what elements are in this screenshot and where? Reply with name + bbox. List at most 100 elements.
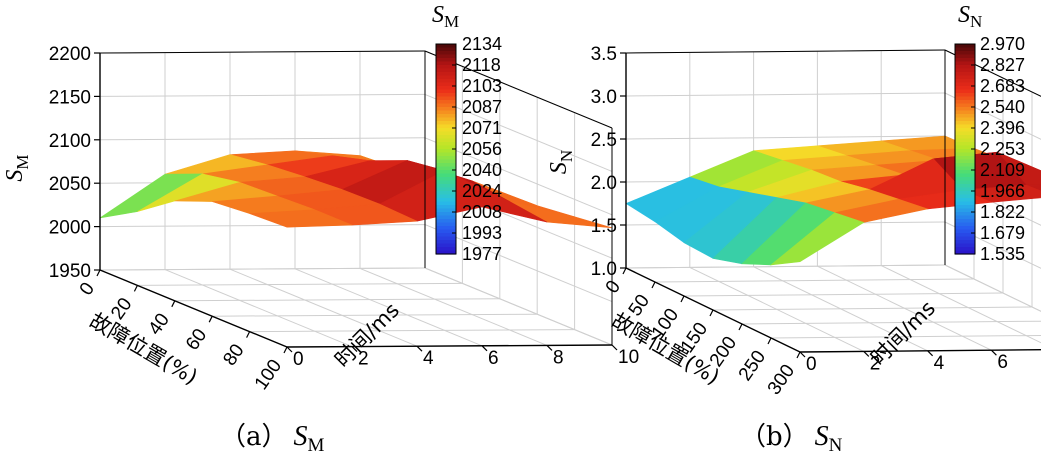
panel-a-colorbar-segment [436, 194, 456, 199]
panel-a-colorbar-segment [436, 187, 456, 192]
panel-a-colorbar-segment [436, 54, 456, 59]
panel-b-x-tick [680, 295, 685, 303]
panel-b-colorbar-segment [955, 233, 975, 238]
panel-a-y-tick [546, 344, 553, 351]
panel-b-colorbar-segment [955, 117, 975, 122]
panel-a-gridline [164, 269, 353, 348]
panel-a-z-tick-label: 1950 [49, 261, 91, 282]
panel-a-colorbar-segment [436, 124, 456, 129]
panel-a-colorbar-segment [436, 191, 456, 196]
panel-b-colorbar: 2.9702.8272.6832.5402.3962.2532.1091.966… [954, 34, 1025, 264]
panel-b-colorbar-segment [955, 61, 975, 66]
panel-b-colorbar-segment [955, 149, 975, 154]
panel-b-x-tick-label: 300 [764, 361, 799, 399]
panel-a-back-edge [99, 50, 426, 54]
panel-a-colorbar-segment [436, 173, 456, 178]
panel-a-colorbar-segment [436, 229, 456, 234]
panel-a-gridline [99, 93, 426, 97]
panel-a-colorbar-segment [436, 177, 456, 182]
panel-a-colorbar-segment [436, 135, 456, 140]
panel-b-colorbar-segment [955, 250, 975, 255]
panel-b-colorbar-segment [955, 86, 975, 91]
panel-a-colorbar-segment [436, 47, 456, 52]
panel-b-z-tick-label: 1.5 [591, 216, 617, 237]
panel-b-colorbar-segment [955, 240, 975, 245]
panel-b-gridline [753, 266, 928, 352]
panel-a-y-tick [351, 346, 358, 353]
panel-a-x-tick [133, 285, 138, 292]
panel-a-y-tick-label: 8 [553, 347, 564, 368]
panel-a-colorbar-segment [436, 222, 456, 227]
panel-a-colorbar-segment [436, 128, 456, 133]
panel-b-colorbar-segment [955, 47, 975, 52]
panel-a-colorbar-segment [436, 103, 456, 108]
panel-a-colorbar-segment [436, 110, 456, 115]
panel-a-z-tick-label: 2100 [49, 131, 91, 152]
panel-a-colorbar-segment [436, 75, 456, 80]
panel-b-colorbar-segment [955, 93, 975, 98]
panel-a-colorbar-segment [436, 236, 456, 241]
panel-b-colorbar-segment [955, 201, 975, 206]
panel-a-y-tick-label: 0 [293, 349, 304, 370]
panel-b-colorbar-segment [955, 229, 975, 234]
panel-b-colorbar-tick-label: 2.109 [980, 160, 1025, 180]
panel-b-z-tick-label: 3.5 [591, 44, 617, 65]
panel-a-colorbar-segment [436, 226, 456, 231]
panel-b-colorbar-segment [955, 121, 975, 126]
panel-b-y-tick-label: 2 [870, 353, 881, 374]
panel-b-colorbar-segment [955, 187, 975, 192]
panel-a-colorbar-segment [436, 131, 456, 136]
panel-a-colorbar-segment [436, 65, 456, 70]
panel-a-z-tick-label: 2200 [49, 44, 91, 65]
panel-b-colorbar-tick-label: 2.683 [980, 76, 1025, 96]
panel-b-colorbar-tick-label: 1.822 [980, 202, 1025, 222]
panel-a-colorbar-tick-label: 1993 [462, 223, 502, 243]
panel-b-colorbar-segment [955, 177, 975, 182]
panel-a-colorbar-segment [436, 58, 456, 63]
panel-a-colorbar-segment [436, 159, 456, 164]
panel-b-y-axis-line [799, 349, 1041, 353]
panel-a-colorbar-tick-label: 2103 [462, 76, 502, 96]
panel-a-colorbar-segment [436, 170, 456, 175]
panel-a-z-tick-label: 2150 [49, 87, 91, 108]
panel-b-colorbar-segment [955, 243, 975, 248]
panel-b-colorbar-segment [955, 236, 975, 241]
panel-a-gridline [212, 313, 538, 317]
panel-a-colorbar-segment [436, 240, 456, 245]
panel-a-x-tick [208, 315, 213, 323]
panel-b-colorbar-segment [955, 191, 975, 196]
panel-a-colorbar-tick-label: 2024 [462, 181, 502, 201]
panel-a-z-tick-label: 2000 [49, 218, 91, 239]
panel-a-z-axis-label: SM [2, 154, 32, 181]
panel-a-y-tick-label: 6 [488, 348, 499, 369]
panel-b-colorbar-tick-label: 2.396 [980, 118, 1025, 138]
panel-b-x-tick [767, 337, 772, 345]
panel-b-back-edge [625, 49, 946, 54]
panel-b-surface [625, 135, 1041, 266]
panel-a-gridline [99, 224, 426, 228]
panel-b-caption: （b） SN [740, 421, 843, 456]
panel-a-colorbar-segment [436, 68, 456, 73]
panel-b-x-tick-label: 250 [735, 347, 770, 385]
panel-a-gridline [99, 137, 426, 141]
panel-a-x-tick [96, 269, 101, 277]
panel-a-colorbar-segment [436, 219, 456, 224]
panel-b-colorbar-segment [955, 156, 975, 161]
panel-a-colorbar-segment [436, 121, 456, 126]
panel-b-z-tick-label: 2.0 [591, 173, 617, 194]
panel-b-y-tick [799, 351, 806, 358]
panel-a-colorbar-segment [436, 86, 456, 91]
panel-a-colorbar-segment [436, 156, 456, 161]
panel-a-y-tick-label: 10 [618, 347, 639, 368]
panel-b-x-tick [709, 309, 714, 317]
panel-a-colorbar-segment [436, 44, 456, 49]
panel-b-colorbar-segment [955, 173, 975, 178]
panel-b-colorbar-segment [955, 65, 975, 70]
panel-a-y-tick-label: 2 [358, 349, 369, 370]
panel-a-colorbar-title: SM [432, 2, 459, 31]
panel-a-colorbar-segment [436, 93, 456, 98]
panel-b-colorbar-segment [955, 212, 975, 217]
panel-a-colorbar-segment [436, 51, 456, 56]
panel-a-colorbar-tick-label: 2008 [462, 202, 502, 222]
